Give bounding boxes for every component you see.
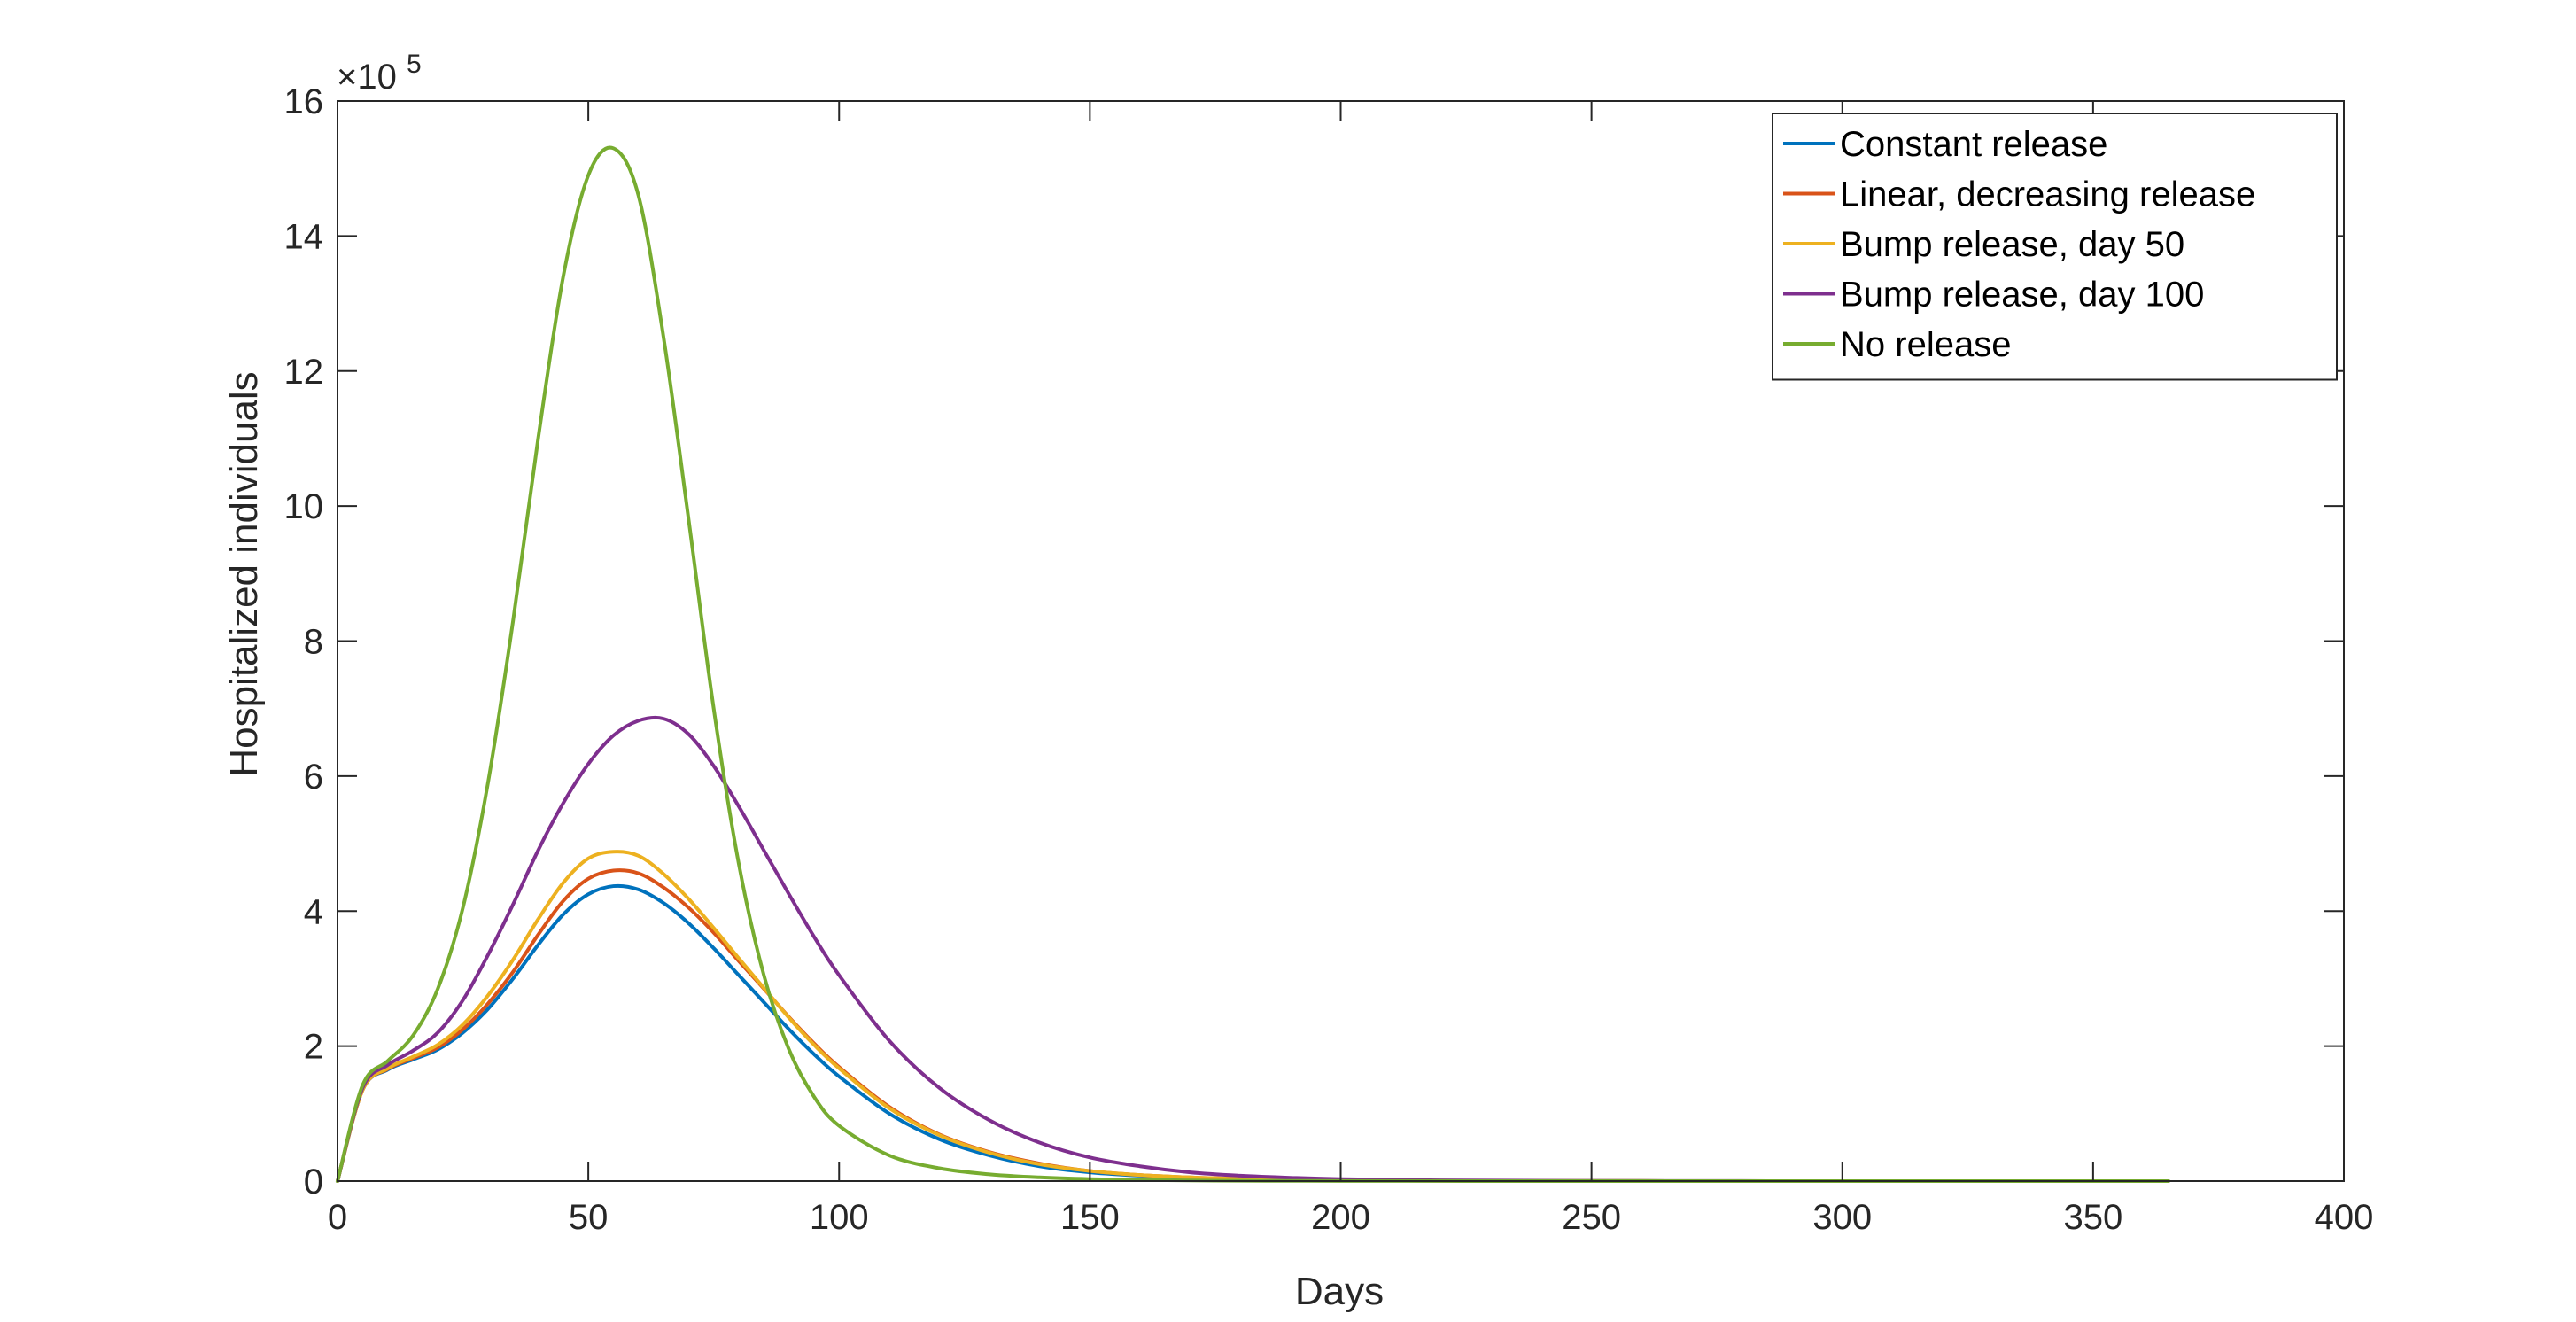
x-tick-label: 150 [1060,1198,1120,1237]
svg-text:×10 5: ×10 5 [337,50,422,97]
y-tick-label: 14 [284,217,324,256]
y-tick-label: 0 [304,1163,323,1201]
y-tick-label: 8 [304,623,323,662]
axes: 0 50 100 150 200 250 300 350 400 0 2 4 6 8 10 12 14 16 [284,82,2374,1237]
x-tick-label: 350 [2064,1198,2123,1237]
x-tick-label: 50 [569,1198,609,1237]
x-tick-label: 300 [1812,1198,1872,1237]
legend: Constant release Linear, decreasing relea… [1772,113,2338,381]
y-tick-label: 16 [284,82,324,121]
legend-label-bump-release-day-50: Bump release, day 50 [1840,225,2184,264]
legend-label-constant-release: Constant release [1840,125,2107,164]
y-axis-label: Hospitalized individuals [222,371,266,776]
legend-label-bump-release-day-100: Bump release, day 100 [1840,276,2204,315]
x-tick-label: 100 [810,1198,869,1237]
y-tick-label: 2 [304,1028,323,1067]
x-tick-label: 250 [1562,1198,1621,1237]
x-tick-label: 400 [2315,1198,2374,1237]
legend-label-no-release: No release [1840,325,2011,364]
y-tick-label: 10 [284,487,324,526]
y-tick-label: 4 [304,892,323,931]
x-tick-label: 0 [328,1198,347,1237]
y-tick-label: 6 [304,758,323,797]
y-multiplier-base: ×10 [337,58,397,97]
y-axis-multiplier: ×10 5 [337,50,422,97]
x-axis-label: Days [1295,1270,1384,1313]
legend-label-linear-decreasing-release: Linear, decreasing release [1840,175,2255,214]
y-multiplier-exponent: 5 [407,50,422,79]
y-tick-label: 12 [284,353,324,392]
x-tick-label: 200 [1311,1198,1370,1237]
legend-box [1772,113,2338,381]
